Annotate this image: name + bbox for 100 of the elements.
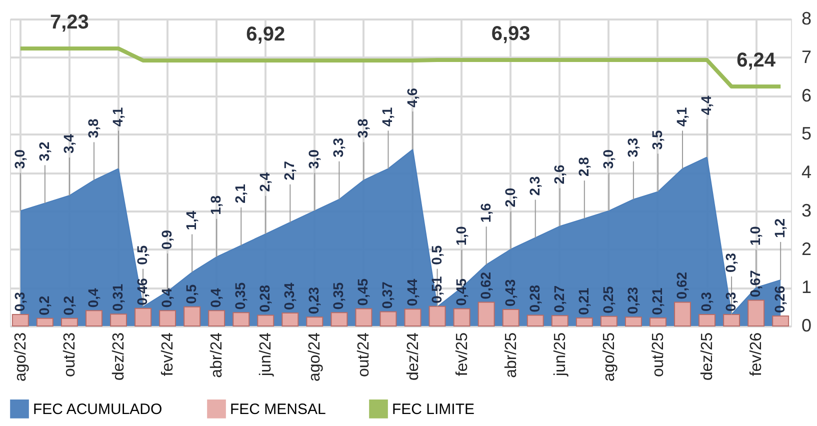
data-label: 3,3: [624, 138, 640, 158]
data-label: 0,21: [648, 287, 665, 315]
bar: [502, 309, 520, 326]
data-label: 0,62: [477, 272, 494, 300]
legend-label: FEC MENSAL: [230, 400, 326, 418]
bar: [36, 318, 54, 326]
data-label: 0,3: [722, 292, 739, 312]
data-label: 0,51: [428, 276, 444, 304]
data-label: 0,2: [60, 296, 76, 316]
x-tick-label: fev/25: [454, 332, 471, 376]
x-tick-label: jun/25: [552, 332, 569, 378]
data-label: 0,4: [84, 288, 101, 308]
data-label: 0,25: [600, 286, 616, 314]
bar: [12, 314, 29, 326]
data-label: 0,9: [158, 230, 175, 250]
data-label: 0,43: [502, 279, 518, 306]
x-tick-label: dez/24: [404, 332, 422, 381]
data-label: 2,8: [575, 156, 592, 177]
x-tick-label: dez/25: [699, 332, 716, 381]
data-label: 0,28: [526, 284, 542, 312]
data-label: 2,6: [550, 164, 567, 184]
y-tick-label: 2: [802, 238, 812, 259]
legend-label: FEC ACUMULADO: [33, 400, 162, 418]
data-label: 2,4: [256, 172, 273, 192]
data-label: 6,24: [736, 50, 776, 72]
data-label: 4,4: [698, 95, 714, 116]
x-tick-label: abr/24: [208, 332, 226, 378]
data-label: 4,1: [673, 106, 690, 127]
bar: [551, 315, 568, 326]
data-label: 0,21: [575, 287, 592, 315]
data-label: 0,5: [428, 245, 444, 265]
data-label: 0,45: [354, 278, 371, 306]
bar: [355, 308, 372, 326]
bar: [257, 314, 274, 326]
x-tick-label: fev/24: [160, 332, 177, 376]
data-label: 0,3: [698, 292, 714, 312]
x-tick-label: ago/23: [12, 332, 30, 382]
legend-label: FEC LIMITE: [392, 400, 475, 418]
bar: [624, 316, 642, 326]
data-label: 4,6: [404, 88, 420, 108]
x-tick-label: jun/24: [258, 332, 275, 378]
data-label: 0,62: [673, 272, 690, 300]
data-label: 0,37: [379, 281, 396, 309]
data-label: 3,2: [36, 142, 52, 162]
data-label: 0,45: [452, 278, 469, 306]
bar: [772, 316, 790, 326]
bar: [306, 316, 324, 326]
bar: [478, 302, 495, 326]
data-label: 0,31: [110, 284, 126, 312]
data-label: 3,4: [60, 134, 76, 154]
data-label: 0,46: [134, 278, 150, 306]
data-label: 1,0: [747, 226, 764, 246]
data-label: 0,44: [404, 278, 420, 306]
data-label: 3,3: [330, 138, 346, 158]
data-label: 0,4: [158, 288, 175, 308]
data-label: 0,26: [772, 286, 788, 314]
data-label: 0,67: [747, 270, 764, 298]
bar: [110, 314, 127, 326]
data-label: 2,1: [232, 184, 248, 204]
data-label: 4,1: [110, 106, 126, 127]
bar: [232, 312, 250, 326]
bar: [60, 318, 78, 326]
bar: [404, 308, 422, 326]
bar: [600, 316, 618, 326]
y-tick-label: 0: [802, 316, 812, 336]
bar: [159, 310, 176, 326]
data-label: 4,1: [379, 106, 396, 127]
data-label: 2,3: [526, 176, 542, 196]
bar: [698, 314, 716, 326]
data-label: 2,7: [281, 160, 298, 180]
x-tick-label: fev/26: [748, 332, 766, 376]
y-tick-label: 7: [802, 46, 812, 67]
data-label: 1,4: [183, 210, 200, 230]
data-label: 0,3: [11, 292, 28, 312]
y-tick-label: 3: [802, 200, 812, 220]
data-label: 3,0: [600, 149, 616, 169]
data-label: 2,0: [502, 188, 518, 208]
data-label: 1,2: [772, 218, 788, 238]
bar: [428, 306, 446, 326]
y-tick-label: 6: [802, 85, 812, 106]
data-label: 0,28: [256, 284, 273, 312]
data-label: 0,2: [36, 296, 52, 316]
bar: [330, 312, 348, 326]
data-label: 6,92: [246, 23, 286, 46]
x-tick-label: abr/25: [502, 332, 520, 378]
x-tick-label: out/25: [650, 332, 667, 377]
data-label: 3,5: [648, 130, 665, 150]
bar: [134, 308, 152, 326]
bar: [526, 314, 544, 326]
x-tick-label: out/23: [61, 332, 78, 377]
bar: [674, 302, 691, 326]
data-label: 0,5: [134, 245, 150, 265]
y-tick-label: 4: [802, 162, 812, 182]
data-label: 3,0: [11, 149, 28, 169]
y-tick-label: 5: [802, 124, 812, 144]
x-tick-label: out/24: [356, 332, 373, 377]
data-label: 7,23: [50, 12, 89, 34]
data-label: 0,5: [183, 284, 200, 304]
bar: [576, 317, 593, 326]
bar: [86, 310, 102, 326]
